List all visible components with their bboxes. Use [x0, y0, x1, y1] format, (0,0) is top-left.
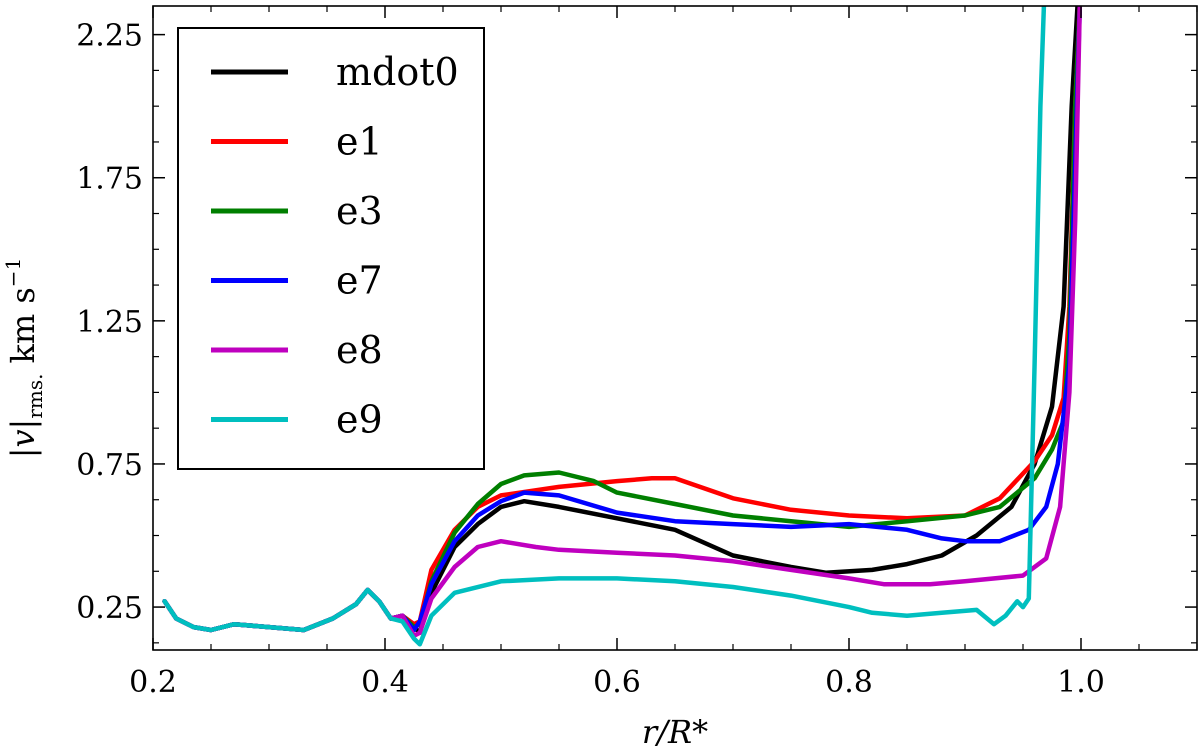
x-tick-label: 0.4 — [361, 665, 409, 700]
legend-label-mdot0: mdot0 — [336, 50, 459, 94]
series-line-e9 — [162, 6, 1047, 647]
legend-box — [177, 27, 485, 470]
y-axis-label-unit: km s — [4, 287, 42, 363]
x-tick-label: 0.2 — [129, 665, 177, 700]
legend: mdot0 e1 e3 e7 e8 e9 — [177, 27, 485, 470]
legend-label-e8: e8 — [336, 328, 383, 372]
legend-label-e1: e1 — [336, 120, 383, 164]
x-axis-label: r/R* — [642, 713, 708, 751]
y-tick-label: 1.75 — [76, 162, 143, 197]
ticks-layer — [152, 6, 1198, 650]
y-tick-label: 2.25 — [76, 19, 143, 54]
y-axis-label-sub: rms. — [23, 374, 47, 419]
y-tick-label: 0.75 — [76, 448, 143, 483]
legend-label-e3: e3 — [336, 189, 383, 233]
legend-label-e9: e9 — [336, 398, 383, 442]
x-tick-label: 0.6 — [593, 665, 641, 700]
y-tick-label: 0.25 — [76, 591, 143, 626]
x-axis-label-text: r/R* — [642, 713, 708, 751]
tick-labels-layer: 0.2 0.4 0.6 0.8 1.0 0.25 0.75 1.25 1.75 2.25 — [76, 19, 1105, 700]
y-axis-label-main: |v| — [4, 419, 42, 459]
y-axis-label: |v|rms. km s−1 — [1, 258, 47, 459]
series-layer — [162, 6, 1083, 647]
y-axis-label-exp: −1 — [1, 258, 25, 287]
x-tick-label: 0.8 — [825, 665, 873, 700]
x-tick-label: 1.0 — [1057, 665, 1105, 700]
legend-label-e7: e7 — [336, 259, 383, 303]
y-tick-label: 1.25 — [76, 305, 143, 340]
